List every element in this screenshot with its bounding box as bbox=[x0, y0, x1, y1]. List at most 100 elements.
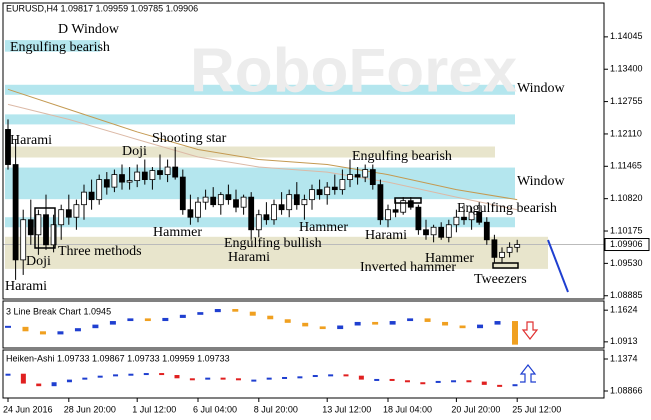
heiken-ashi-bar bbox=[466, 380, 472, 383]
pattern-box bbox=[34, 207, 56, 249]
annotation: Harami bbox=[10, 133, 52, 148]
zone bbox=[5, 84, 515, 95]
candle-body bbox=[293, 194, 300, 206]
candle-body bbox=[187, 209, 194, 218]
candle-body bbox=[483, 221, 490, 241]
y-tick-label: 1.08885 bbox=[610, 290, 643, 300]
panel-frame bbox=[2, 300, 605, 349]
heiken-ashi-bar bbox=[220, 377, 226, 380]
heiken-ashi-bar bbox=[113, 374, 119, 377]
line-break-block bbox=[372, 321, 379, 325]
candle-body bbox=[430, 226, 437, 236]
heiken-ashi-bar bbox=[5, 373, 11, 376]
candle-body bbox=[5, 129, 11, 165]
line-break-block bbox=[302, 322, 309, 327]
x-tick-label: 6 Jul 04:00 bbox=[193, 404, 237, 414]
heiken-ashi-bar bbox=[20, 373, 26, 384]
candle-body bbox=[362, 169, 369, 178]
candle-body bbox=[499, 251, 505, 258]
candle-body bbox=[331, 186, 338, 191]
heiken-ashi-bar bbox=[374, 378, 380, 381]
candle-body bbox=[339, 179, 346, 191]
candle-body bbox=[202, 196, 209, 203]
x-tick-label: 25 Jul 12:00 bbox=[512, 404, 561, 414]
candle-body bbox=[88, 191, 95, 201]
annotation: Shooting star bbox=[152, 131, 227, 146]
annotation: Tweezers bbox=[474, 272, 527, 287]
line-break-block bbox=[494, 321, 501, 325]
heiken-ashi-bar bbox=[159, 373, 165, 376]
heiken-ashi-bar bbox=[497, 384, 503, 387]
moving-average bbox=[7, 88, 518, 201]
candle-body bbox=[407, 200, 414, 208]
main-frame bbox=[2, 2, 605, 300]
heiken-ashi-bar bbox=[235, 378, 241, 381]
candle-body bbox=[286, 194, 293, 211]
candle-body bbox=[119, 174, 125, 183]
heiken-ashi-bar bbox=[404, 380, 410, 383]
line-break-block bbox=[477, 324, 484, 329]
candle-body bbox=[149, 170, 156, 180]
candle-body bbox=[164, 166, 171, 175]
line-break-block bbox=[389, 321, 396, 325]
y-tick-label: 1.1624 bbox=[610, 305, 638, 315]
moving-average bbox=[7, 103, 518, 211]
candle-body bbox=[438, 226, 445, 238]
current-price-box bbox=[604, 238, 650, 252]
candle-body bbox=[400, 200, 407, 213]
heiken-ashi-bar bbox=[358, 375, 364, 380]
line-break-block bbox=[284, 319, 291, 323]
candle-body bbox=[179, 176, 186, 211]
candle-body bbox=[126, 180, 133, 183]
candle-body bbox=[324, 186, 331, 196]
zone bbox=[5, 114, 515, 125]
heiken-ashi-bar bbox=[205, 377, 211, 380]
heiken-ashi-bar bbox=[51, 382, 57, 387]
heiken-ashi-bar bbox=[328, 374, 334, 377]
candle-body bbox=[233, 199, 239, 208]
heiken-ashi-bar bbox=[312, 375, 318, 378]
y-tick-label: 1.09530 bbox=[610, 258, 643, 268]
candle-body bbox=[506, 246, 513, 253]
line-break-block bbox=[22, 326, 29, 332]
candle-body bbox=[514, 244, 521, 248]
candle-body bbox=[255, 214, 262, 231]
candle-body bbox=[35, 214, 42, 236]
y-tick-label: 1.12110 bbox=[610, 128, 642, 138]
y-tick-label: 1.13400 bbox=[610, 64, 643, 74]
heiken-ashi-bar bbox=[297, 376, 303, 379]
candle-body bbox=[12, 164, 19, 261]
watermark: RoboForex bbox=[190, 36, 518, 105]
heiken-ashi-bar bbox=[97, 375, 103, 378]
heiken-ashi-bar bbox=[66, 379, 72, 383]
heiken-ashi-bar bbox=[266, 377, 272, 380]
candle-body bbox=[377, 184, 384, 221]
heiken-ashi-bar bbox=[451, 380, 457, 383]
annotation: Harami bbox=[365, 228, 407, 243]
candle-body bbox=[491, 239, 498, 258]
line-break-block bbox=[92, 324, 99, 329]
y-tick-label: 1.08866 bbox=[610, 385, 643, 395]
heiken-ashi-bar bbox=[435, 380, 441, 383]
y-tick-label: 1.11465 bbox=[610, 161, 642, 171]
candle-body bbox=[301, 199, 308, 206]
annotation: Engulfing bearish bbox=[457, 201, 557, 216]
candle-body bbox=[369, 169, 376, 186]
candle-body bbox=[445, 224, 452, 238]
heiken-ashi-bar bbox=[189, 378, 195, 381]
candle-body bbox=[476, 211, 483, 223]
zone bbox=[5, 236, 548, 269]
annotation: Engulfing bearish bbox=[10, 40, 110, 55]
x-tick-label: 8 Jul 20:00 bbox=[254, 404, 298, 414]
line-break-block bbox=[232, 309, 239, 312]
y-tick-label: 1.10820 bbox=[610, 193, 643, 203]
candle-body bbox=[240, 196, 247, 208]
candle-body bbox=[96, 179, 103, 201]
up-arrow bbox=[519, 364, 537, 383]
candle-body bbox=[43, 214, 49, 246]
candle-body bbox=[81, 191, 87, 206]
x-tick-label: 13 Jul 12:00 bbox=[322, 404, 371, 414]
candle-body bbox=[58, 209, 65, 226]
candle-body bbox=[50, 224, 57, 246]
